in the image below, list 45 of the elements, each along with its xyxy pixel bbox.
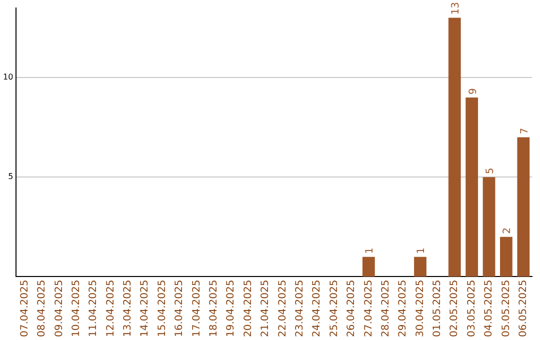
data-label: 1: [364, 247, 376, 254]
x-tick-label: 20.04.2025: [242, 280, 254, 338]
x-tick-label: 01.05.2025: [432, 280, 444, 338]
x-tick-label: 09.04.2025: [54, 280, 65, 338]
x-tick-label: 11.04.2025: [88, 280, 100, 338]
data-label: 7: [519, 128, 530, 134]
x-tick-label: 06.05.2025: [518, 280, 529, 338]
x-tick-label: 05.05.2025: [500, 280, 512, 338]
x-tick-label: 03.05.2025: [466, 280, 478, 338]
x-tick-label: 17.04.2025: [191, 280, 202, 338]
x-tick-label: 08.04.2025: [36, 280, 48, 338]
data-label: 1: [416, 247, 428, 254]
x-tick-label: 30.04.2025: [414, 280, 426, 338]
data-label: 2: [502, 228, 514, 234]
bar: [362, 256, 375, 277]
x-tick-label: 25.04.2025: [328, 280, 340, 338]
data-label: 13: [450, 2, 462, 15]
bar: [482, 177, 496, 277]
x-tick-label: 29.04.2025: [398, 280, 409, 338]
x-tick-label: 27.04.2025: [363, 280, 374, 338]
x-tick-label: 24.04.2025: [312, 280, 323, 338]
data-label: 5: [485, 168, 496, 174]
x-tick-label: 28.04.2025: [380, 280, 392, 338]
x-tick-label: 15.04.2025: [156, 280, 168, 338]
x-tick-label: 23.04.2025: [294, 280, 306, 338]
bar: [448, 18, 461, 277]
x-tick-label: 16.04.2025: [174, 280, 186, 338]
x-tick-label: 04.05.2025: [484, 280, 495, 338]
bar: [517, 137, 530, 277]
bar: [500, 236, 512, 277]
x-tick-label: 07.04.2025: [19, 280, 30, 338]
data-label: 9: [468, 88, 479, 94]
x-tick-label: 10.04.2025: [70, 280, 82, 338]
x-tick-label: 19.04.2025: [226, 280, 237, 338]
x-tick-label: 13.04.2025: [122, 280, 134, 338]
x-tick-label: 22.04.2025: [277, 280, 288, 338]
bar: [466, 97, 478, 277]
x-tick-label: 26.04.2025: [346, 280, 358, 338]
x-tick-label: 14.04.2025: [140, 280, 151, 338]
x-tick-label: 12.04.2025: [105, 280, 116, 338]
bar: [414, 256, 426, 277]
x-tick-label: 02.05.2025: [449, 280, 460, 338]
y-tick-label: 10: [2, 72, 14, 82]
x-tick-label: 18.04.2025: [208, 280, 220, 338]
x-tick-label: 21.04.2025: [260, 280, 272, 338]
